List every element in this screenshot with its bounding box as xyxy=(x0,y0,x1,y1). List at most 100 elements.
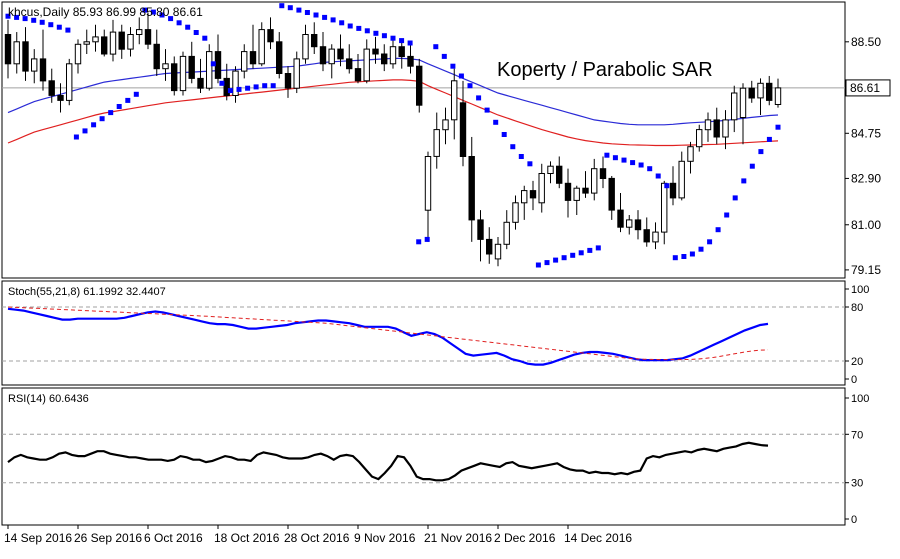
candle-body xyxy=(293,58,300,89)
sar-dot xyxy=(364,28,370,34)
sar-dot xyxy=(587,247,593,253)
candle xyxy=(757,78,764,115)
candle xyxy=(617,193,624,233)
sar-dot xyxy=(5,13,11,19)
candle-body xyxy=(389,46,397,65)
candle-body xyxy=(608,177,615,211)
candle xyxy=(416,58,423,113)
sar-dot xyxy=(142,7,148,13)
sar-dot xyxy=(604,152,610,158)
candle-body xyxy=(643,229,650,243)
candle xyxy=(171,56,178,96)
sar-dot xyxy=(65,27,71,33)
candle xyxy=(398,39,405,69)
candle xyxy=(687,141,694,174)
sar-dot xyxy=(159,12,165,18)
sar-dot xyxy=(330,17,336,23)
candle-body xyxy=(468,156,475,221)
sar-dot xyxy=(322,14,328,20)
candle-body xyxy=(722,119,729,138)
y-tick-label: 100 xyxy=(851,393,869,405)
candle-body xyxy=(223,77,230,97)
candle xyxy=(468,136,475,242)
sar-dot xyxy=(544,260,550,266)
sar-dot xyxy=(715,227,721,233)
candle xyxy=(433,112,440,169)
candle-body xyxy=(599,168,607,179)
rsi-layer xyxy=(2,433,845,484)
candle-body xyxy=(4,34,12,65)
candle xyxy=(407,41,414,74)
candle xyxy=(503,210,510,250)
indicator-line xyxy=(7,307,769,366)
sar-dot xyxy=(185,24,191,30)
x-tick-label: 2 Dec 2016 xyxy=(494,531,556,545)
sar-dot xyxy=(672,255,678,261)
candle xyxy=(258,22,265,67)
sar-dot xyxy=(39,19,45,25)
candle xyxy=(731,85,738,133)
candle-body xyxy=(398,46,405,58)
y-tick-label: 82.90 xyxy=(851,171,881,185)
sar-dot xyxy=(484,107,490,113)
candle xyxy=(39,29,47,91)
candle xyxy=(162,49,169,81)
candle-body xyxy=(337,48,344,60)
sar-dot xyxy=(578,250,584,256)
candle-body xyxy=(556,165,563,184)
candle-body xyxy=(696,129,703,148)
candle xyxy=(722,110,729,150)
candle-body xyxy=(442,119,449,131)
candle xyxy=(232,66,239,103)
sar-dot xyxy=(390,35,396,41)
sar-dot xyxy=(732,195,738,201)
candle xyxy=(459,80,467,167)
sar-dot xyxy=(561,255,567,261)
candle-body xyxy=(162,63,169,70)
y-tick-label: 80 xyxy=(851,302,863,314)
candle xyxy=(276,32,283,79)
y-tick-label: 20 xyxy=(851,356,863,368)
candle xyxy=(661,180,668,245)
candle-body xyxy=(678,160,685,199)
sar-dot xyxy=(595,245,601,251)
candle-body xyxy=(39,58,47,82)
x-tick-label: 28 Oct 2016 xyxy=(284,531,350,545)
candle xyxy=(442,107,449,145)
candle-body xyxy=(407,55,414,67)
sar-dot xyxy=(381,33,387,39)
candle-body xyxy=(564,182,572,201)
sar-dot xyxy=(270,83,276,89)
sar-dot xyxy=(416,239,422,245)
candle-body xyxy=(573,187,580,201)
candle-body xyxy=(232,70,239,96)
y-tick-label: 0 xyxy=(851,374,857,386)
sar-dot xyxy=(133,91,139,97)
x-tick-label: 18 Oct 2016 xyxy=(214,531,280,545)
candle xyxy=(337,34,344,67)
candle-body xyxy=(766,82,773,101)
x-tick-label: 26 Sep 2016 xyxy=(74,531,142,545)
sar-dot xyxy=(176,20,182,26)
sar-dot xyxy=(467,83,473,89)
candle xyxy=(643,217,650,247)
candle xyxy=(319,32,327,72)
candle-body xyxy=(214,51,222,79)
candle xyxy=(354,54,362,84)
sar-dot xyxy=(698,246,704,252)
candle-body xyxy=(206,51,213,89)
y-tick-label: 81.00 xyxy=(851,218,881,232)
candle xyxy=(573,185,580,216)
sar-dot xyxy=(527,161,533,167)
candle-body xyxy=(372,48,379,55)
candle-body xyxy=(328,48,335,65)
candle-body xyxy=(188,55,195,79)
candle xyxy=(424,151,432,242)
sar-dot xyxy=(621,157,627,163)
candle xyxy=(293,51,300,94)
candle-body xyxy=(153,43,160,70)
sar-dot xyxy=(108,110,114,116)
sar-dot xyxy=(749,163,755,169)
y-tick-label: 84.75 xyxy=(851,126,881,140)
